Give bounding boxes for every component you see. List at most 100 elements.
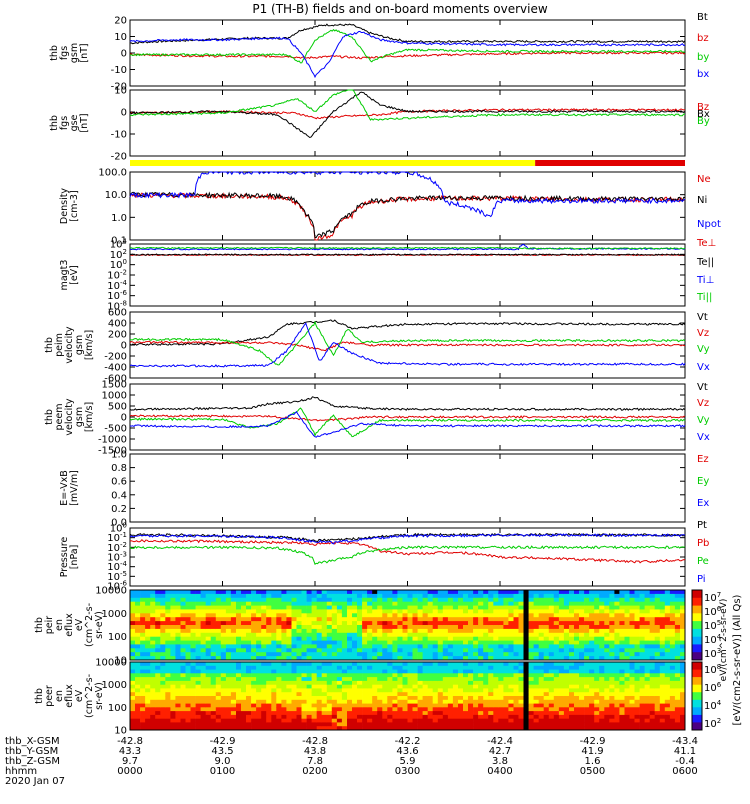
spectrogram-cell	[498, 590, 504, 595]
spectrogram-cell	[256, 673, 262, 678]
spectrogram-cell	[473, 707, 479, 712]
spectrogram-cell	[498, 636, 504, 641]
spectrogram-cell	[659, 621, 666, 626]
spectrogram-cell	[281, 722, 287, 727]
spectrogram-cell	[437, 644, 444, 649]
spectrogram-cell	[614, 628, 620, 634]
spectrogram-cell	[498, 669, 504, 674]
spectrogram-cell	[331, 699, 338, 704]
spectrogram-cell	[215, 680, 222, 686]
spectrogram-cell	[558, 680, 565, 686]
spectrogram-cell	[311, 665, 317, 670]
spectrogram-cell	[458, 625, 464, 630]
spectrogram-cell	[291, 590, 297, 595]
spectrogram-cell	[220, 652, 227, 657]
spectrogram-cell	[352, 718, 358, 723]
ylabel-line: Density	[59, 188, 70, 224]
spectrogram-cell	[543, 613, 550, 618]
spectrogram-cell	[331, 644, 338, 649]
spectrogram-cell	[251, 699, 257, 704]
spectrogram-cell	[634, 636, 640, 641]
spectrogram-cell	[321, 669, 328, 674]
orbit-row-value: -42.9	[580, 736, 606, 747]
spectrogram-cell	[452, 662, 459, 667]
spectrogram-cell	[301, 601, 307, 606]
spectrogram-cell	[311, 673, 317, 678]
spectrogram-cell	[442, 680, 449, 686]
spectrogram-cell	[513, 677, 519, 682]
spectrogram-cell	[286, 688, 292, 693]
spectrogram-cell	[271, 707, 277, 712]
spectrogram-cell	[498, 665, 504, 670]
spectrogram-cell	[579, 609, 585, 614]
tick-base: 10	[107, 281, 120, 292]
spectrogram-cell	[594, 590, 600, 595]
spectrogram-cell	[215, 593, 222, 599]
spectrogram-cell	[185, 662, 191, 667]
spectrogram-cell	[306, 662, 312, 667]
spectrogram-cell	[599, 699, 605, 704]
spectrogram-cell	[276, 688, 282, 693]
spectrogram-cell	[377, 680, 383, 686]
spectrogram-cell	[220, 593, 227, 599]
spectrogram-cell	[674, 696, 681, 701]
spectrogram-cell	[160, 644, 166, 649]
spectrogram-cell	[180, 722, 186, 727]
spectrogram-cell	[452, 726, 459, 731]
legend-Npot: Npot	[697, 219, 721, 230]
ytick-label: -400	[104, 363, 127, 374]
spectrogram-cell	[518, 677, 524, 682]
spectrogram-cell	[548, 714, 555, 720]
spectrogram-cell	[357, 605, 363, 610]
spectrogram-cell	[569, 669, 575, 674]
spectrogram-cell	[276, 722, 282, 727]
spectrogram-cell	[276, 590, 282, 595]
spectrogram-cell	[553, 680, 560, 686]
spectrogram-cell	[407, 605, 413, 610]
spectrogram-cell	[321, 590, 328, 595]
spectrogram-cell	[377, 692, 383, 697]
spectrogram-cell	[427, 621, 434, 626]
spectrogram-cell	[276, 692, 282, 697]
spectrogram-cell	[503, 703, 509, 708]
spectrogram-cell	[150, 718, 156, 723]
spectrogram-cell	[624, 601, 630, 606]
spectrogram-cell	[649, 665, 656, 670]
ylabel-line: peem	[54, 404, 65, 431]
spectrogram-cell	[543, 677, 550, 682]
spectrogram-cell	[205, 662, 212, 667]
spectrogram-cell	[432, 593, 439, 599]
spectrogram-cell	[155, 656, 161, 661]
spectrogram-cell	[402, 699, 408, 704]
spectrogram-cell	[569, 699, 575, 704]
spectrogram-cell	[236, 662, 242, 667]
spectrogram-cell	[341, 692, 348, 697]
spectrogram-cell	[543, 656, 550, 661]
spectrogram-cell	[447, 640, 454, 645]
spectrogram-cell	[362, 617, 368, 622]
spectrogram-cell	[563, 662, 570, 667]
spectrogram-cell	[508, 656, 514, 661]
spectrogram-cell	[311, 636, 317, 641]
spectrogram-cell	[357, 590, 363, 595]
spectrogram-cell	[261, 593, 267, 599]
spectrogram-cell	[619, 652, 625, 657]
spectrogram-cell	[170, 605, 176, 610]
spectrogram-cell	[412, 696, 418, 701]
spectrogram-cell	[225, 711, 232, 716]
spectrogram-cell	[276, 680, 282, 686]
spectrogram-cell	[558, 673, 565, 678]
spectrogram-cell	[458, 644, 464, 649]
spectrogram-cell	[215, 703, 222, 708]
ylabel-line: sr-eV)	[94, 682, 105, 710]
spectrogram-cell	[301, 636, 307, 641]
spectrogram-cell	[256, 718, 262, 723]
series-peem_velocity-Vy	[129, 407, 686, 438]
spectrogram-cell	[563, 632, 570, 638]
spectrogram-cell	[518, 632, 524, 638]
spectrogram-cell	[150, 714, 156, 720]
spectrogram-cell	[296, 692, 302, 697]
spectrogram-cell	[473, 605, 479, 610]
spectrogram-cell	[548, 707, 555, 712]
ytick-label: 10	[114, 726, 127, 737]
